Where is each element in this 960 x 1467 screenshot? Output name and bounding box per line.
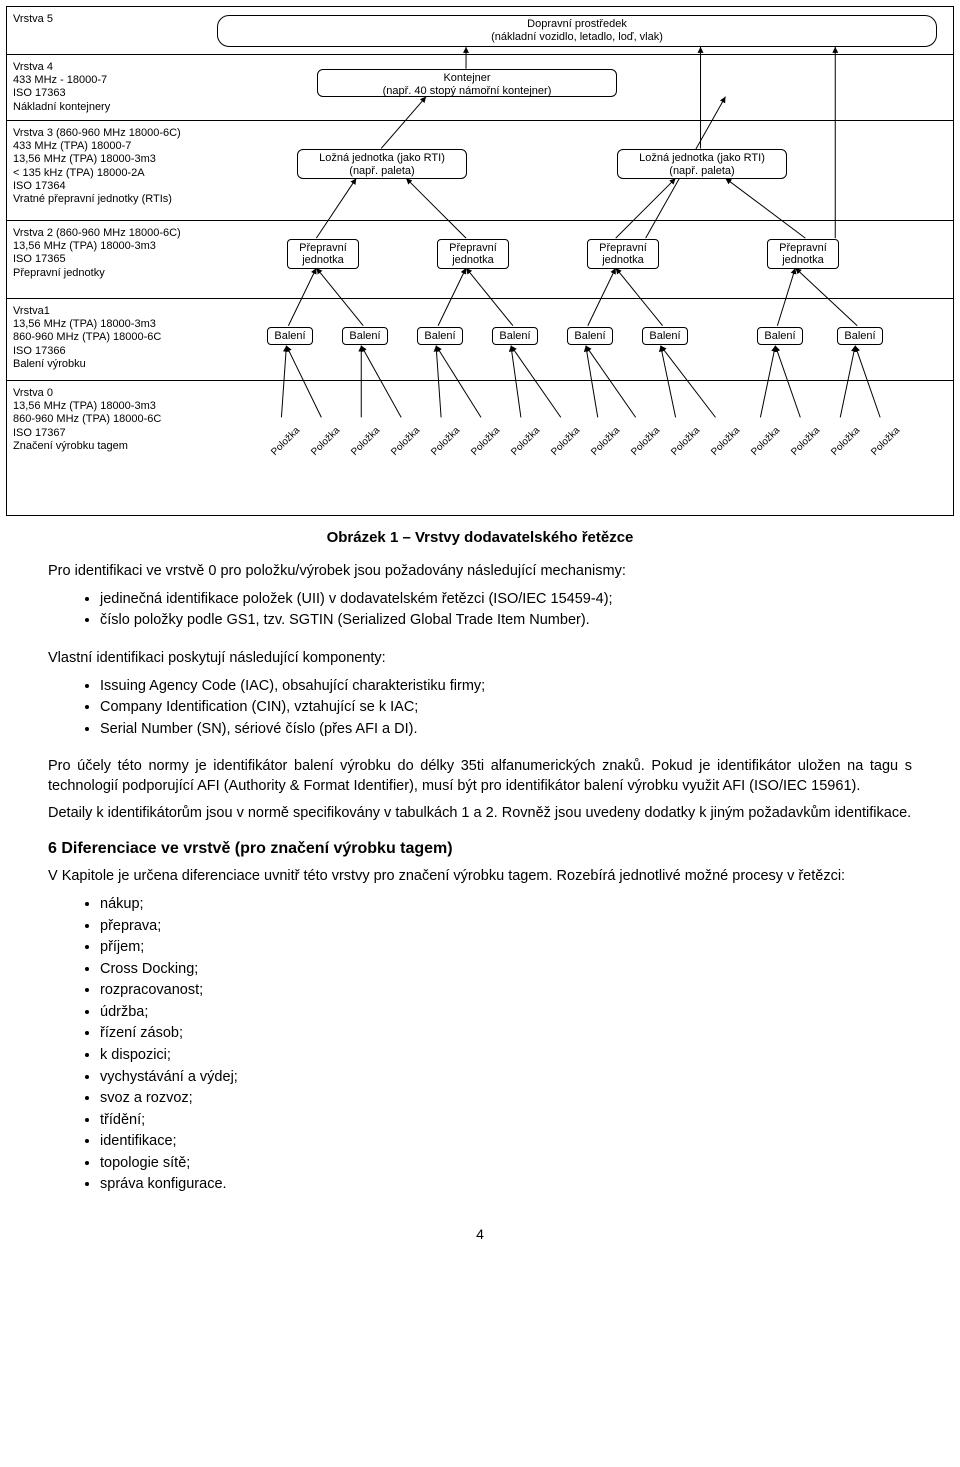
page-number: 4 [48, 1225, 912, 1244]
container-box: Kontejner(např. 40 stopý námořní kontejn… [317, 69, 617, 97]
figure-caption: Obrázek 1 – Vrstvy dodavatelského řetězc… [48, 528, 912, 548]
list-item: přeprava; [100, 917, 912, 937]
list-item: Company Identification (CIN), vztahující… [100, 698, 912, 718]
transport-unit-box: Přepravníjednotka [767, 239, 839, 269]
process-list: nákup;přeprava;příjem;Cross Docking;rozp… [48, 895, 912, 1195]
package-box: Balení [567, 327, 613, 345]
rti-box: Ložná jednotka (jako RTI)(např. paleta) [297, 149, 467, 179]
paragraph-1: Pro účely této normy je identifikátor ba… [48, 757, 912, 796]
list-item: Issuing Agency Code (IAC), obsahující ch… [100, 677, 912, 697]
list-item: k dispozici; [100, 1046, 912, 1066]
list-item: vychystávání a výdej; [100, 1068, 912, 1088]
package-box: Balení [342, 327, 388, 345]
package-box: Balení [492, 327, 538, 345]
list-item: jedinečná identifikace položek (UII) v d… [100, 590, 912, 610]
transport-unit-box: Přepravníjednotka [587, 239, 659, 269]
list-item: třídění; [100, 1111, 912, 1131]
transport-unit-box: Přepravníjednotka [437, 239, 509, 269]
list-item: rozpracovanost; [100, 981, 912, 1001]
package-box: Balení [757, 327, 803, 345]
transport-unit-box: Přepravníjednotka [287, 239, 359, 269]
list-item: identifikace; [100, 1132, 912, 1152]
intro-paragraph: Pro identifikaci ve vrstvě 0 pro položku… [48, 562, 912, 582]
rti-box: Ložná jednotka (jako RTI)(např. paleta) [617, 149, 787, 179]
list-item: správa konfigurace. [100, 1175, 912, 1195]
list-item: Cross Docking; [100, 960, 912, 980]
package-box: Balení [267, 327, 313, 345]
package-box: Balení [417, 327, 463, 345]
section-6-paragraph: V Kapitole je určena diferenciace uvnitř… [48, 867, 912, 887]
components-intro: Vlastní identifikaci poskytují následují… [48, 649, 912, 669]
list-item: svoz a rozvoz; [100, 1089, 912, 1109]
list-item: nákup; [100, 895, 912, 915]
vehicle-box: Dopravní prostředek(nákladní vozidlo, le… [217, 15, 937, 47]
component-list: Issuing Agency Code (IAC), obsahující ch… [48, 677, 912, 740]
list-item: údržba; [100, 1003, 912, 1023]
list-item: topologie sítě; [100, 1154, 912, 1174]
package-box: Balení [837, 327, 883, 345]
section-6-title: 6 Diferenciace ve vrstvě (pro značení vý… [48, 838, 912, 860]
list-item: Serial Number (SN), sériové číslo (přes … [100, 720, 912, 740]
package-box: Balení [642, 327, 688, 345]
list-item: příjem; [100, 938, 912, 958]
mechanism-list: jedinečná identifikace položek (UII) v d… [48, 590, 912, 631]
supply-chain-diagram: Vrstva 5Vrstva 4433 MHz - 18000-7ISO 173… [6, 6, 954, 516]
document-body: Obrázek 1 – Vrstvy dodavatelského řetězc… [0, 528, 960, 1264]
list-item: řízení zásob; [100, 1024, 912, 1044]
list-item: číslo položky podle GS1, tzv. SGTIN (Ser… [100, 611, 912, 631]
paragraph-2: Detaily k identifikátorům jsou v normě s… [48, 804, 912, 824]
